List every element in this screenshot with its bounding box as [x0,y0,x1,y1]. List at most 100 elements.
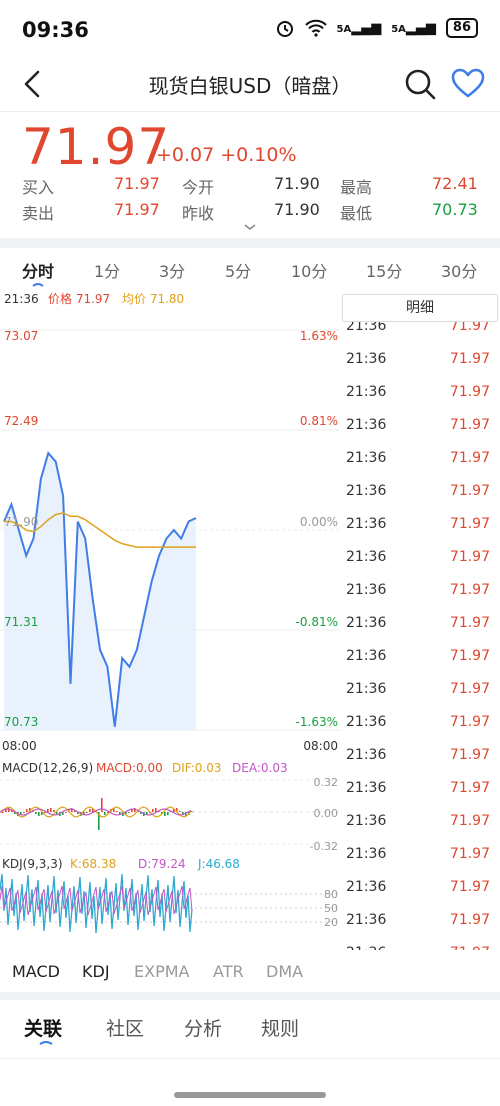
macd-bar [176,808,178,812]
kdj-tick-1: 50 [324,902,338,915]
bottom-tab-related[interactable]: 关联 [24,1018,63,1040]
bottom-tab-rules[interactable]: 规则 [261,1018,300,1040]
tick-row: 21:36 71.97 [342,318,498,351]
tick-time: 21:36 [346,648,387,664]
macd-bar [74,810,76,812]
d-value: D:79.24 [138,857,186,871]
favorite-heart-icon[interactable] [450,66,486,102]
status-time: 09:36 [22,18,89,42]
footer-divider [0,1058,500,1059]
tick-price: 71.97 [449,351,490,367]
signal-icon-2: 5A▂▄▆ [391,20,436,36]
macd-bar [167,812,169,815]
macd-bar [107,812,109,813]
tick-price: 71.97 [449,417,490,433]
tick-time: 21:36 [346,516,387,532]
macd-bar [41,812,43,815]
tick-row: 21:36 71.97 [342,516,498,549]
macd-label: MACD(12,26,9) [2,761,93,775]
bottom-tab-community[interactable]: 社区 [106,1018,145,1040]
tick-time: 21:36 [346,549,387,565]
macd-bar [125,812,127,815]
stat-label-prev-close: 昨收 [182,204,215,223]
signal-icon-1: 5A▂▄▆ [336,20,382,36]
tab-15min[interactable]: 15分 [366,262,403,281]
indicator-tabs: MACD KDJ EXPMA ATR DMA [0,952,500,992]
macd-bar [20,812,22,815]
kdj-label: KDJ(9,3,3) [2,857,63,871]
chevron-down-icon[interactable] [242,222,258,232]
macd-bar [86,812,88,813]
tick-time: 21:36 [346,813,387,829]
macd-pane: MACD(12,26,9) MACD:0.00 DIF:0.03 DEA:0.0… [0,761,340,853]
time-start: 08:00 [2,739,37,753]
macd-bar [23,812,25,813]
tick-row: 21:36 71.97 [342,945,498,950]
macd-bar [119,812,121,814]
tick-time: 21:36 [346,318,387,334]
macd-bar [11,810,13,812]
tick-price: 71.97 [449,846,490,862]
macd-bar [92,808,94,812]
dea-value: DEA:0.03 [232,761,288,775]
tick-row: 21:36 71.97 [342,549,498,582]
back-icon[interactable] [18,68,48,100]
macd-bar [38,812,40,816]
section-divider [0,238,500,248]
macd-bar [155,808,157,812]
macd-bar [29,808,31,812]
home-indicator[interactable] [174,1092,326,1098]
tick-price: 71.97 [449,813,490,829]
tab-1min[interactable]: 1分 [94,262,121,281]
tick-row: 21:36 71.97 [342,780,498,813]
period-tabs: 分时 1分 3分 5分 10分 15分 30分 [0,248,500,290]
tick-price: 71.97 [449,879,490,895]
k-value: K:68.38 [70,857,116,871]
stat-value-ask: 71.97 [114,200,160,219]
tick-price: 71.97 [449,648,490,664]
tick-detail-panel[interactable]: 明细 21:36 71.97 21:36 71.97 21:36 71.97 21:36 71… [342,294,500,950]
stat-label-bid: 买入 [22,178,55,197]
stat-label-high: 最高 [340,178,373,197]
indicator-tab-macd[interactable]: MACD [12,962,60,981]
bottom-tab-analysis[interactable]: 分析 [184,1018,223,1040]
pct-label-2: 0.00% [300,515,338,529]
indicator-tab-atr[interactable]: ATR [213,962,244,981]
macd-tick-0: 0.32 [314,776,339,789]
tab-10min[interactable]: 10分 [291,262,328,281]
tick-row: 21:36 71.97 [342,417,498,450]
macd-tick-1: 0.00 [314,807,339,820]
macd-bar [116,811,118,812]
tick-detail-header[interactable]: 明细 [342,294,498,322]
chart-info-row: 21:36 价格 71.97 均价 71.80 [4,291,184,306]
tab-3min[interactable]: 3分 [159,262,186,281]
macd-bar [191,811,193,812]
macd-bar [104,812,106,815]
search-icon[interactable] [402,66,438,102]
indicator-tab-expma[interactable]: EXPMA [134,962,190,981]
tick-row: 21:36 71.97 [342,615,498,648]
macd-bar [65,812,67,813]
avg-series-line [4,512,196,548]
tick-time: 21:36 [346,879,387,895]
tick-row: 21:36 71.97 [342,846,498,879]
tab-5min[interactable]: 5分 [225,262,252,281]
tick-price: 71.97 [449,615,490,631]
indicator-tab-kdj[interactable]: KDJ [82,962,110,981]
stat-label-ask: 卖出 [22,204,55,223]
tick-time: 21:36 [346,582,387,598]
indicator-tab-dma[interactable]: DMA [266,962,304,981]
tab-30min[interactable]: 30分 [441,262,478,281]
price-series-line [3,451,197,727]
macd-bar [50,808,52,812]
alarm-icon [276,21,293,37]
page-title: 现货白银USD（暗盘） [148,74,352,98]
macd-bar [161,812,163,814]
intraday-chart[interactable]: 21:36 价格 71.97 均价 71.80 73.07 72.49 71.9… [0,290,340,950]
macd-bar [128,812,130,813]
macd-bar [140,812,142,814]
tab-timeshare[interactable]: 分时 [22,262,55,281]
tick-time: 21:36 [346,615,387,631]
tick-row: 21:36 71.97 [342,483,498,516]
macd-bar [53,810,55,812]
